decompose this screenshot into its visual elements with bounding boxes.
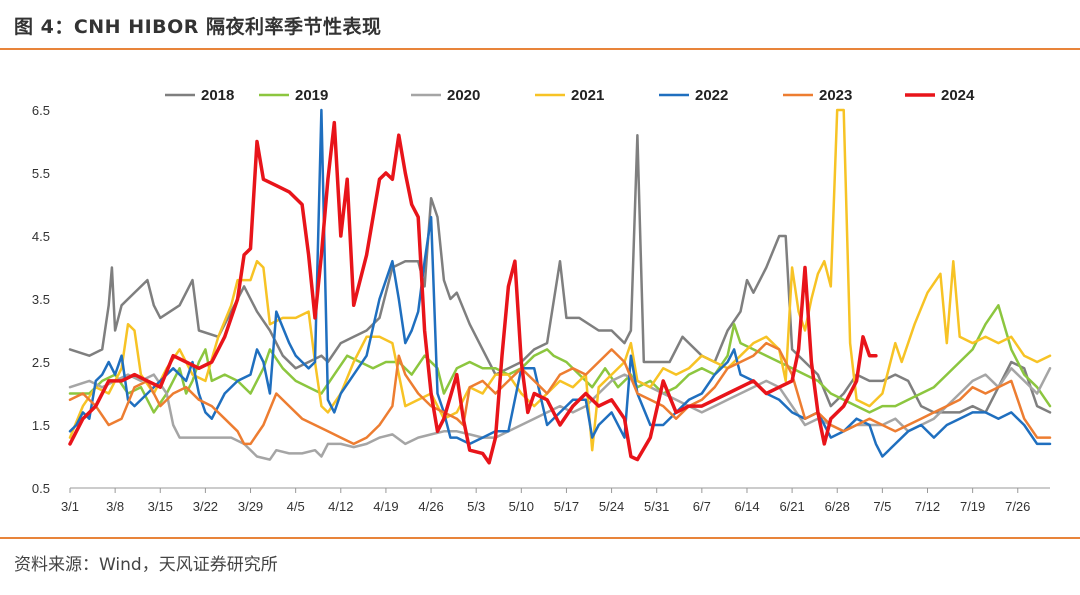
series-lines <box>68 108 1052 465</box>
legend-label-2023: 2023 <box>819 87 852 104</box>
x-tick-label: 7/12 <box>915 499 940 514</box>
legend-label-2022: 2022 <box>695 87 728 104</box>
x-tick-label: 5/10 <box>509 499 534 514</box>
legend-label-2024: 2024 <box>941 87 975 104</box>
x-tick-label: 3/22 <box>193 499 218 514</box>
legend-label-2018: 2018 <box>201 87 234 104</box>
x-tick-label: 7/5 <box>873 499 891 514</box>
y-axis: 0.5 1.5 2.5 3.5 4.5 5.5 6.5 <box>32 103 50 496</box>
x-tick-label: 7/19 <box>960 499 985 514</box>
figure-title: 图 4：CNH HIBOR 隔夜利率季节性表现 <box>14 16 382 38</box>
y-tick-label: 0.5 <box>32 481 50 496</box>
y-tick-label: 4.5 <box>32 229 50 244</box>
x-tick-label: 4/5 <box>287 499 305 514</box>
y-tick-label: 3.5 <box>32 292 50 307</box>
series-line-2018 <box>68 133 1052 414</box>
x-tick-label: 4/19 <box>373 499 398 514</box>
y-tick-label: 6.5 <box>32 103 50 118</box>
x-tick-label: 3/29 <box>238 499 263 514</box>
series-line-2021 <box>68 108 1052 452</box>
x-tick-label: 6/7 <box>693 499 711 514</box>
bottom-rule <box>0 537 1080 539</box>
chart-legend: 2018 2019 2020 2021 2022 2023 2024 <box>165 87 975 104</box>
series-line-2019 <box>68 304 1052 414</box>
x-tick-label: 6/28 <box>825 499 850 514</box>
y-tick-label: 2.5 <box>32 355 50 370</box>
top-rule <box>0 48 1080 50</box>
legend-label-2020: 2020 <box>447 87 480 104</box>
x-tick-label: 7/26 <box>1005 499 1030 514</box>
y-tick-label: 1.5 <box>32 418 50 433</box>
x-tick-label: 6/14 <box>734 499 759 514</box>
x-tick-label: 3/8 <box>106 499 124 514</box>
x-tick-label: 5/24 <box>599 499 624 514</box>
x-tick-label: 4/26 <box>418 499 443 514</box>
source-note: 资料来源：Wind，天风证券研究所 <box>14 555 278 575</box>
series-line-2023 <box>68 341 1052 446</box>
x-tick-label: 6/21 <box>779 499 804 514</box>
x-tick-label: 5/3 <box>467 499 485 514</box>
x-tick-label: 5/31 <box>644 499 669 514</box>
x-axis: 3/1 3/8 3/15 3/22 3/29 4/5 4/12 4/19 4/26 5/3 5/10… <box>61 487 1050 514</box>
legend-label-2021: 2021 <box>571 87 604 104</box>
x-tick-label: 3/1 <box>61 499 79 514</box>
legend-label-2019: 2019 <box>295 87 328 104</box>
y-tick-label: 5.5 <box>32 166 50 181</box>
x-tick-label: 3/15 <box>148 499 173 514</box>
x-tick-label: 4/12 <box>328 499 353 514</box>
series-line-2022 <box>68 108 1052 458</box>
x-tick-label: 5/17 <box>554 499 579 514</box>
series-line-2024 <box>68 120 878 465</box>
